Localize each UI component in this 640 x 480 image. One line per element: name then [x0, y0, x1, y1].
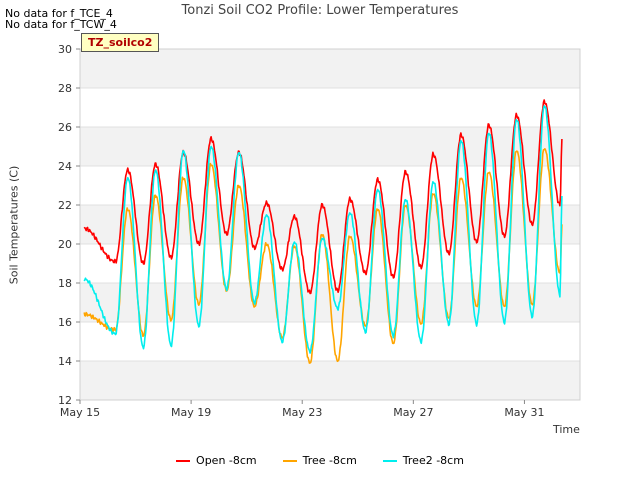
grid-band	[80, 361, 580, 400]
x-axis-label: Time	[553, 423, 580, 436]
x-tick-label: May 19	[171, 406, 211, 419]
plot-frame	[79, 48, 581, 401]
y-tick-label: 22	[58, 199, 72, 212]
series-line-2	[83, 105, 563, 354]
plot-bands	[80, 48, 580, 401]
no-data-notice-tcw: No data for f_TCW_4	[5, 18, 117, 31]
x-axis-ticks: May 15 May 19 May 23 May 27 May 31	[60, 400, 545, 419]
y-tick-label: 12	[58, 394, 72, 407]
series-line-0	[83, 99, 563, 295]
legend-swatch-tree2	[382, 459, 397, 462]
y-axis-ticks: 12 14 16 18 20 22 24 26 28 30	[58, 43, 80, 407]
chart-title: Tonzi Soil CO2 Profile: Lower Temperatur…	[181, 3, 459, 18]
legend-label-open: Open -8cm	[196, 454, 257, 467]
legend: Open -8cm Tree -8cm Tree2 -8cm	[0, 454, 640, 467]
grid-band	[80, 205, 580, 244]
y-tick-label: 16	[58, 316, 72, 329]
legend-label-tree: Tree -8cm	[302, 454, 357, 467]
x-tick-label: May 27	[393, 406, 433, 419]
legend-swatch-open	[176, 459, 191, 462]
y-tick-label: 14	[58, 355, 72, 368]
y-tick-label: 30	[58, 43, 72, 56]
y-tick-label: 28	[58, 82, 72, 95]
legend-item-tree2: Tree2 -8cm	[382, 454, 464, 467]
y-tick-label: 24	[58, 160, 72, 173]
x-tick-label: May 23	[282, 406, 322, 419]
legend-swatch-tree	[282, 459, 297, 462]
grid-band	[80, 127, 580, 166]
legend-item-open: Open -8cm	[176, 454, 257, 467]
y-tick-label: 18	[58, 277, 72, 290]
grid-band	[80, 49, 580, 88]
series-line-1	[83, 148, 563, 364]
series-lines	[83, 99, 563, 364]
legend-label-tree2: Tree2 -8cm	[402, 454, 464, 467]
x-tick-label: May 15	[60, 406, 100, 419]
y-axis-label: Soil Temperatures (C)	[7, 165, 21, 285]
x-tick-label: May 31	[504, 406, 544, 419]
legend-item-tree: Tree -8cm	[282, 454, 357, 467]
y-tick-label: 20	[58, 238, 72, 251]
y-tick-label: 26	[58, 121, 72, 134]
no-data-notice-tce: No data for f_TCE_4	[5, 7, 113, 20]
site-tag: TZ_soilco2	[81, 33, 160, 52]
